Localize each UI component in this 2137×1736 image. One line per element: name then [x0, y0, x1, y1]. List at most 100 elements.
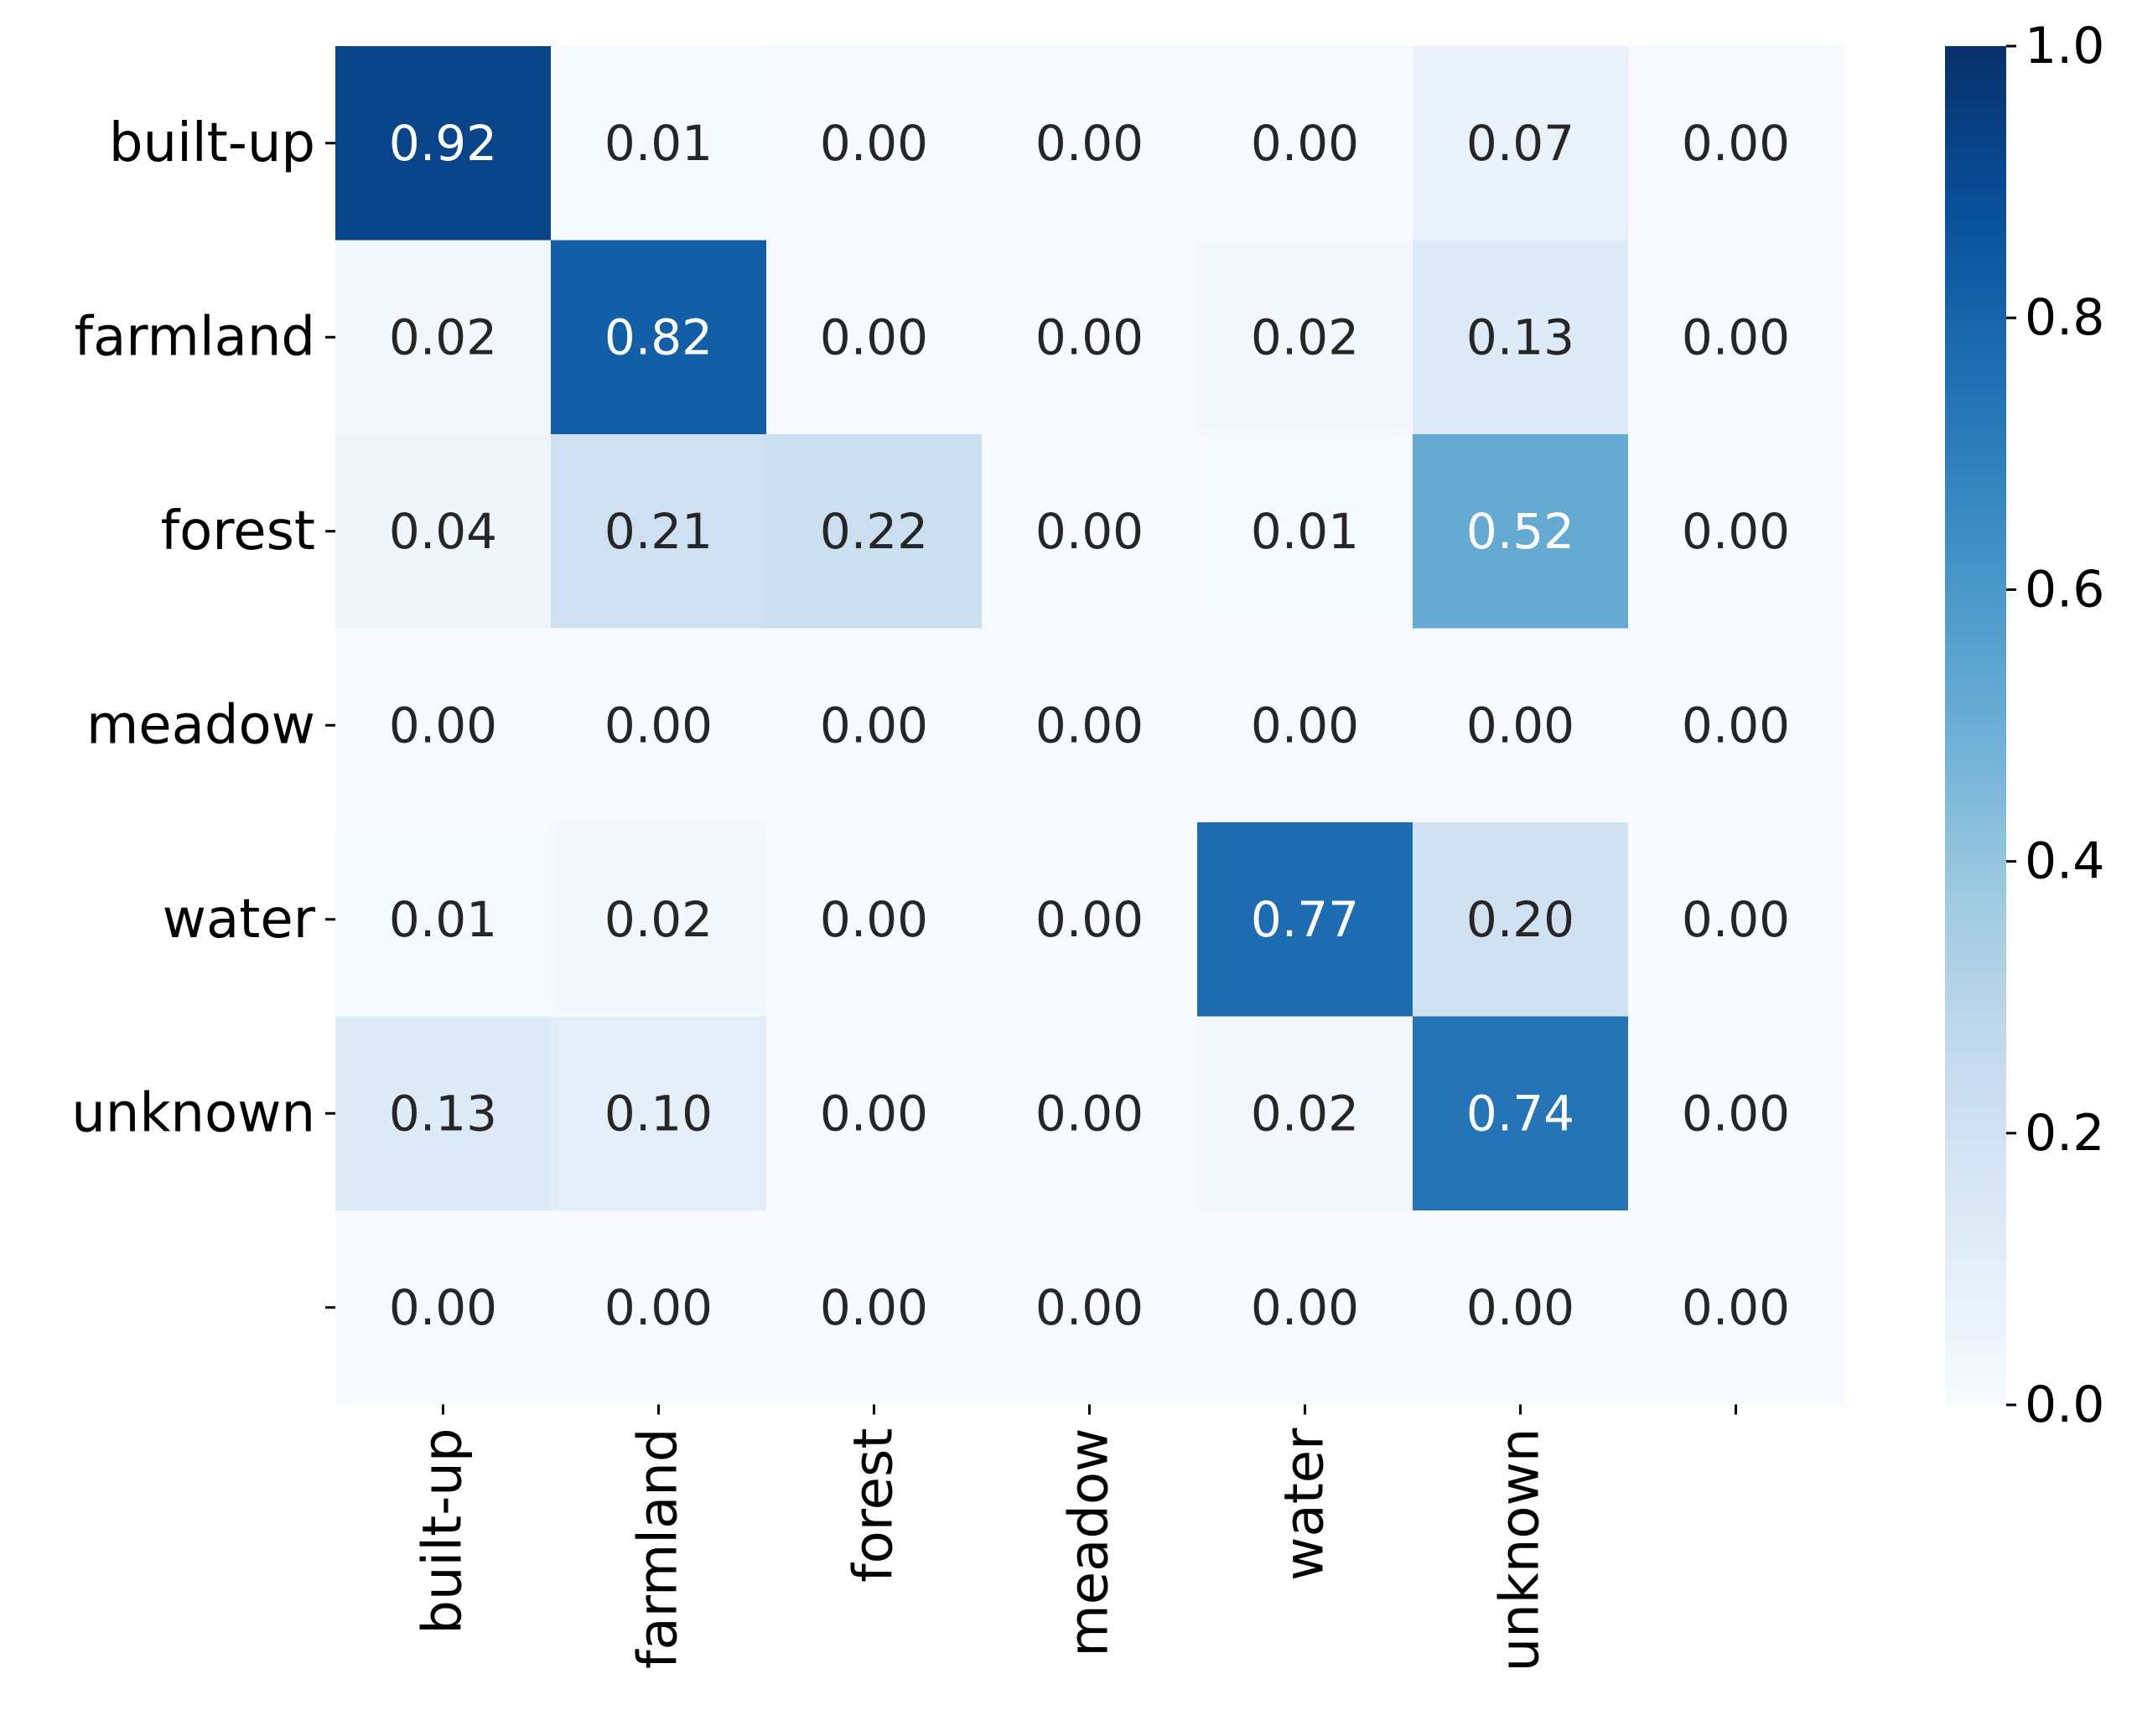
cell-value-label: 0.00 — [1682, 697, 1790, 754]
heatmap-cell — [551, 822, 767, 1018]
cell-value-label: 0.00 — [1035, 115, 1144, 172]
cell-value-label: 0.00 — [1035, 1085, 1144, 1142]
heatmap-cell — [1628, 1210, 1844, 1406]
heatmap-cell — [766, 434, 983, 630]
heatmap-cell — [551, 628, 767, 823]
colorbar: 0.0 0.2 0.4 0.6 0.8 1.0 — [1945, 17, 2104, 1434]
cell-value-label: 0.00 — [1035, 503, 1144, 560]
heatmap-cell — [1413, 434, 1629, 630]
cell-value-label: 0.00 — [1251, 115, 1359, 172]
cell-value-label: 0.00 — [1682, 891, 1790, 948]
heatmap-cell — [1413, 1210, 1629, 1406]
cell-value-label: 0.13 — [389, 1085, 497, 1142]
colorbar-tick-label: 0.2 — [2025, 1104, 2104, 1163]
heatmap-cell — [1197, 628, 1413, 823]
heatmap-cell — [335, 1210, 552, 1406]
x-tick-label: farmland — [628, 1428, 690, 1669]
heatmap-cell — [335, 1016, 552, 1211]
cell-value-label: 0.02 — [389, 308, 497, 365]
cell-value-label: 0.00 — [1682, 1279, 1790, 1336]
cell-value-label: 0.00 — [1682, 308, 1790, 365]
cell-value-label: 0.00 — [1682, 115, 1790, 172]
heatmap-cell — [335, 46, 552, 241]
cell-value-label: 0.00 — [389, 697, 497, 754]
heatmap-cells — [335, 46, 1844, 1406]
heatmap-cell — [1197, 434, 1413, 630]
y-tick-label: farmland — [75, 306, 315, 368]
cell-value-label: 0.00 — [604, 1279, 713, 1336]
cell-value-label: 0.04 — [389, 503, 497, 560]
heatmap-cell — [766, 822, 983, 1018]
heatmap-cell — [1197, 1210, 1413, 1406]
cell-value-label: 0.52 — [1466, 503, 1574, 560]
cell-value-label: 0.02 — [1251, 1085, 1359, 1142]
cell-value-label: 0.00 — [820, 308, 928, 365]
y-tick-label: built-up — [109, 112, 315, 174]
cell-value-label: 0.01 — [389, 891, 497, 948]
cell-value-label: 0.00 — [1035, 697, 1144, 754]
cell-value-label: 0.21 — [604, 503, 713, 560]
x-tick-label: water — [1274, 1428, 1336, 1581]
cell-value-label: 0.00 — [820, 1085, 928, 1142]
heatmap-cell — [1197, 1016, 1413, 1211]
x-tick-label: built-up — [412, 1428, 475, 1635]
cell-value-label: 0.74 — [1466, 1085, 1574, 1142]
cell-value-label: 0.00 — [1466, 697, 1574, 754]
y-tick-label: water — [163, 889, 316, 951]
heatmap-cell — [551, 434, 767, 630]
y-axis: built-up farmland forest meadow water unknown — [71, 112, 335, 1309]
heatmap-cell — [335, 434, 552, 630]
cell-value-label: 0.00 — [1251, 697, 1359, 754]
cell-value-label: 0.00 — [389, 1279, 497, 1336]
heatmap-cell — [766, 1210, 983, 1406]
cell-value-label: 0.00 — [820, 697, 928, 754]
cell-value-label: 0.01 — [1251, 503, 1359, 560]
cell-value-label: 0.00 — [604, 697, 713, 754]
cell-value-label: 0.92 — [389, 115, 497, 172]
cell-value-label: 0.00 — [1035, 308, 1144, 365]
heatmap-cell — [1413, 46, 1629, 241]
y-tick-label: forest — [161, 500, 315, 562]
heatmap-cell — [551, 46, 767, 241]
colorbar-tick-label: 0.8 — [2025, 288, 2104, 347]
cell-value-label: 0.10 — [604, 1085, 713, 1142]
heatmap-cell — [1628, 46, 1844, 241]
heatmap-cell — [982, 1210, 1198, 1406]
heatmap-cell — [1628, 240, 1844, 435]
colorbar-tick-label: 0.6 — [2025, 560, 2104, 619]
cell-value-label: 0.00 — [820, 891, 928, 948]
heatmap-cell — [766, 628, 983, 823]
heatmap-cell — [1413, 240, 1629, 435]
y-tick-label: meadow — [86, 694, 315, 756]
heatmap-cell — [982, 434, 1198, 630]
heatmap-cell — [551, 1210, 767, 1406]
heatmap-cell — [1628, 628, 1844, 823]
heatmap-cell — [982, 628, 1198, 823]
x-axis: built-up farmland forest meadow water unknown — [412, 1404, 1737, 1671]
heatmap-cell — [335, 822, 552, 1018]
x-tick-label: meadow — [1059, 1428, 1121, 1657]
cell-value-label: 0.02 — [604, 891, 713, 948]
heatmap-cell — [982, 1016, 1198, 1211]
cell-value-label: 0.00 — [1035, 891, 1144, 948]
heatmap-cell — [1197, 240, 1413, 435]
heatmap-cell — [982, 822, 1198, 1018]
heatmap-cell — [1628, 434, 1844, 630]
cell-value-label: 0.00 — [1682, 503, 1790, 560]
heatmap-cell — [766, 1016, 983, 1211]
heatmap-cell — [551, 1016, 767, 1211]
y-tick-label: unknown — [71, 1082, 315, 1144]
heatmap-cell — [335, 240, 552, 435]
cell-value-labels: 0.92 0.01 0.00 0.00 0.00 0.07 0.00 0.02 0.82 0.00… — [389, 115, 1790, 1336]
cell-value-label: 0.00 — [820, 1279, 928, 1336]
cell-value-label: 0.00 — [1466, 1279, 1574, 1336]
cell-value-label: 0.00 — [820, 115, 928, 172]
heatmap-cell — [1197, 822, 1413, 1018]
heatmap-cell — [982, 46, 1198, 241]
x-tick-label: forest — [843, 1428, 905, 1583]
cell-value-label: 0.22 — [820, 503, 928, 560]
cell-value-label: 0.77 — [1251, 891, 1359, 948]
heatmap-cell — [766, 240, 983, 435]
cell-value-label: 0.00 — [1251, 1279, 1359, 1336]
